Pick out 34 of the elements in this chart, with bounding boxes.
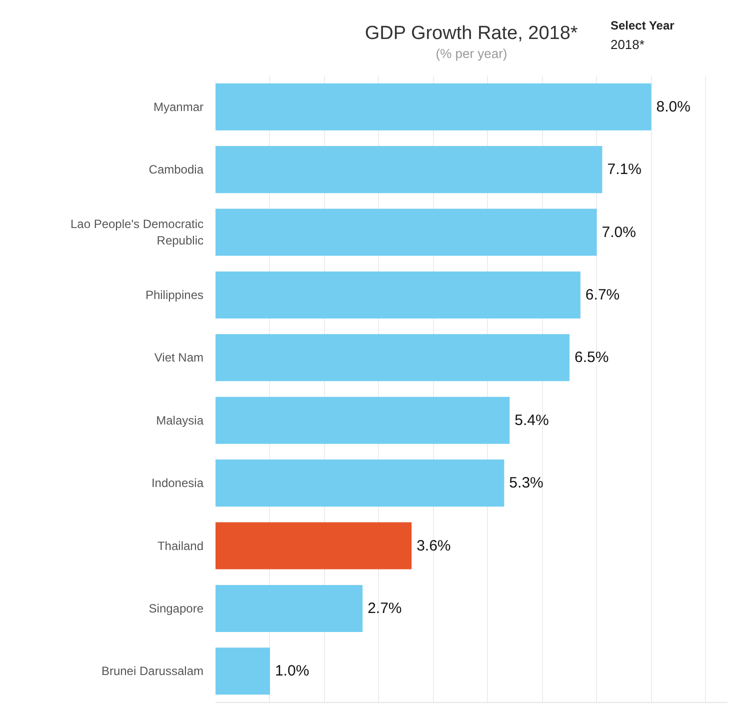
text: 2018* (610, 37, 644, 52)
data-label: 6.7% (585, 286, 620, 304)
bar (216, 271, 580, 318)
bar (216, 334, 570, 382)
data-label: 7.1% (607, 161, 642, 178)
data-label: 7.0% (602, 224, 636, 241)
y-tick-label: Indonesia (151, 476, 204, 490)
bar (216, 396, 510, 444)
data-label: 2.7% (368, 600, 402, 617)
data-label: 3.6% (416, 537, 451, 554)
bar (216, 648, 270, 695)
bar (216, 522, 412, 570)
y-tick-label: Philippines (145, 288, 204, 302)
data-label: 5.3% (509, 474, 544, 492)
bar (216, 208, 597, 256)
y-tick-label: Malaysia (156, 413, 204, 428)
chart-subtitle: (% per year) (436, 46, 508, 61)
bar (216, 83, 652, 130)
y-tick-label: Thailand (157, 538, 204, 553)
bar (216, 584, 363, 632)
bar (216, 460, 504, 507)
y-tick-label: Cambodia (148, 162, 204, 177)
chart-title: GDP Growth Rate, 2018* (364, 23, 578, 44)
data-label: 1.0% (274, 662, 310, 680)
data-label: 5.4% (514, 412, 549, 429)
data-label: 6.5% (574, 349, 609, 366)
data-label: 8.0% (656, 98, 690, 116)
y-tick-label: Singapore (148, 601, 204, 616)
bar (216, 146, 602, 194)
y-tick-label: Lao People's Democratic Republic (70, 216, 204, 248)
y-tick-label: Brunei Darussalam (101, 664, 204, 678)
y-tick-label: Viet Nam (154, 350, 204, 365)
y-tick-label: Myanmar (153, 100, 204, 114)
text: Select Year (610, 18, 675, 32)
